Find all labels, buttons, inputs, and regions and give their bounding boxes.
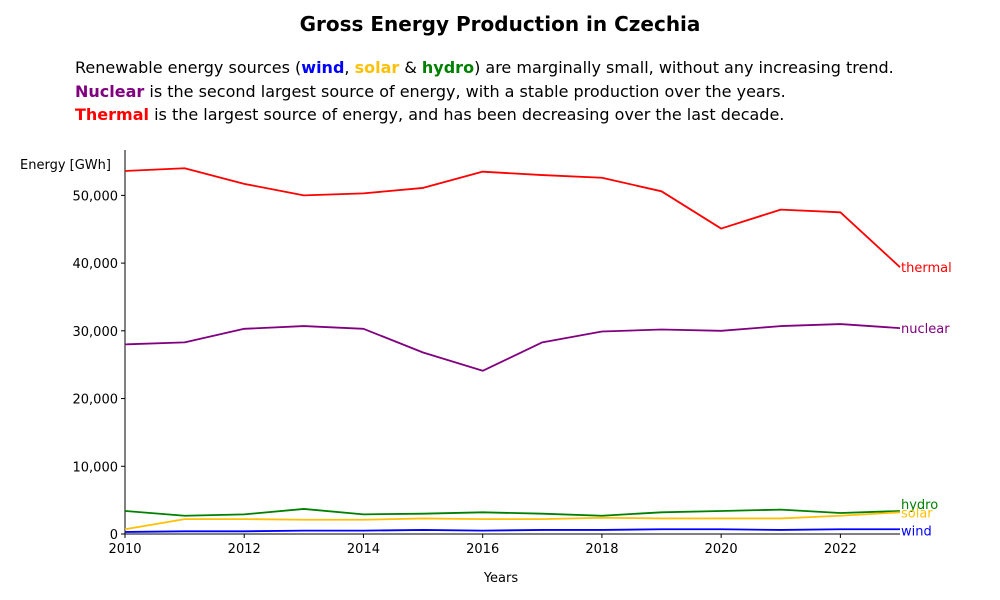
subtitle-text: is the largest source of energy, and has… xyxy=(149,105,785,124)
subtitle-keyword-hydro: hydro xyxy=(421,58,475,77)
series-line-thermal xyxy=(124,167,901,268)
subtitle-keyword-solar: solar xyxy=(354,58,400,77)
subtitle-keyword-nuclear: Nuclear xyxy=(75,82,145,101)
series-line-hydro xyxy=(124,508,901,517)
series-line-wind xyxy=(124,528,900,533)
y-tick-label: 50,000 xyxy=(73,189,119,204)
series-label-wind: wind xyxy=(901,524,932,539)
y-axis-label: Energy [GWh] xyxy=(20,158,111,173)
x-tick-label: 2014 xyxy=(347,542,380,557)
chart-title: Gross Energy Production in Czechia xyxy=(299,12,701,36)
series-label-solar: solar xyxy=(901,506,933,521)
x-tick-label: 2012 xyxy=(228,542,261,557)
y-tick-label: 20,000 xyxy=(73,393,119,408)
series-label-hydro: hydro xyxy=(901,498,938,513)
subtitle-keyword-wind: wind xyxy=(301,58,345,77)
subtitle-line-thermal: Thermal is the largest source of energy,… xyxy=(75,105,784,124)
x-tick-label: 2018 xyxy=(585,542,618,557)
x-tick-label: 2016 xyxy=(466,542,499,557)
series-lines xyxy=(124,167,901,533)
x-axis-label: Years xyxy=(483,571,519,586)
x-tick-label: 2020 xyxy=(705,542,738,557)
subtitle-text: , xyxy=(344,58,355,77)
subtitle-text: & xyxy=(399,58,422,77)
y-tick-label: 40,000 xyxy=(73,257,119,272)
series-label-nuclear: nuclear xyxy=(901,322,950,337)
x-tick-label: 2022 xyxy=(824,542,857,557)
y-tick-label: 30,000 xyxy=(73,325,119,340)
subtitle-text: ) are marginally small, without any incr… xyxy=(474,58,894,77)
series-line-nuclear xyxy=(124,323,901,372)
subtitle-line-renewables: Renewable energy sources (wind, solar & … xyxy=(75,58,894,77)
x-tick-label: 2010 xyxy=(108,542,141,557)
axes: 2010 2012 2014 2016 2018 2020 2022 0 10,000 20,00… xyxy=(73,150,900,557)
series-line-solar xyxy=(124,511,901,531)
subtitle-text: is the second largest source of energy, … xyxy=(144,82,786,101)
y-tick-label: 0 xyxy=(110,528,118,543)
y-tick-label: 10,000 xyxy=(73,460,119,475)
subtitle-line-nuclear: Nuclear is the second largest source of … xyxy=(75,82,786,101)
subtitle-keyword-thermal: Thermal xyxy=(75,105,149,124)
subtitle-text: Renewable energy sources ( xyxy=(75,58,302,77)
series-label-thermal: thermal xyxy=(901,261,952,276)
